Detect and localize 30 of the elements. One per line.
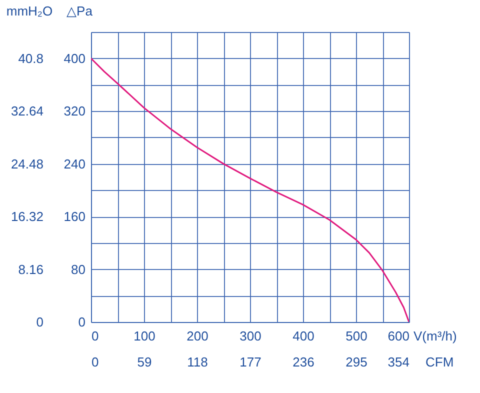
y2-tick-label: 40.8 [18, 50, 44, 66]
y2-tick-label: 24.48 [10, 156, 44, 172]
x2-tick-label: 0 [92, 354, 99, 370]
y-tick-label: 240 [64, 156, 86, 172]
x-tick-label: 400 [292, 328, 314, 344]
y-tick-label: 160 [64, 209, 86, 224]
x-tick-label: 300 [240, 328, 262, 344]
x-tick-label: 0 [92, 328, 99, 344]
x-tick-label: 600 [388, 328, 410, 344]
y2-tick-label: 16.32 [10, 209, 44, 224]
x2-tick-label: 295 [346, 354, 368, 370]
x-tick-label: 500 [346, 328, 368, 344]
x2-tick-label: 59 [137, 354, 152, 370]
y2-tick-label: 0 [36, 314, 44, 330]
y2-tick-label: 32.64 [10, 104, 44, 119]
y-tick-label: 400 [64, 50, 86, 66]
y2-tick-label: 8.16 [18, 262, 44, 277]
x-tick-label: 100 [134, 328, 156, 344]
x2-tick-label: 177 [240, 354, 262, 370]
y-tick-label: 80 [71, 262, 86, 277]
x2-tick-label: 236 [292, 354, 314, 370]
y-tick-label: 320 [64, 104, 86, 119]
y-axis-title: △Pa [66, 4, 94, 18]
x-axis-title: V(m³/h) [414, 328, 457, 344]
y-tick-label: 0 [78, 314, 86, 330]
x2-tick-label: 354 [388, 354, 410, 370]
y2-axis-title: mmH₂O [6, 4, 53, 18]
x2-tick-label: 118 [187, 354, 208, 370]
x2-axis-title: CFM [426, 354, 454, 370]
x-tick-label: 200 [186, 328, 208, 344]
